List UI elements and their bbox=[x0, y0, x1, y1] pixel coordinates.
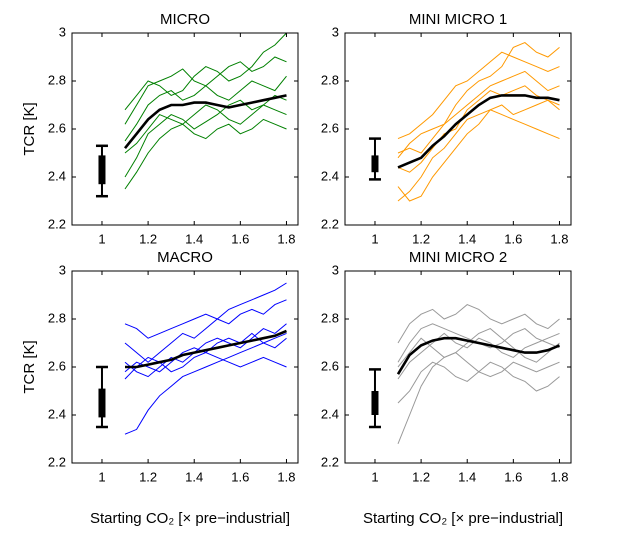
error-box bbox=[371, 155, 379, 173]
mean-line bbox=[123, 94, 287, 150]
y-tick-label: 2.4 bbox=[321, 168, 339, 183]
y-tick-label: 2.8 bbox=[321, 310, 339, 325]
x-tick-label: 1.4 bbox=[185, 231, 203, 246]
mean-line bbox=[397, 94, 560, 169]
y-tick-label: 2.2 bbox=[321, 454, 339, 469]
ensemble-line bbox=[397, 361, 560, 404]
ensemble-line bbox=[124, 32, 287, 111]
x-tick-label: 1.4 bbox=[458, 469, 476, 484]
chart-title: MICRO bbox=[160, 11, 210, 28]
ensemble-line bbox=[124, 94, 287, 178]
x-tick-label: 1.8 bbox=[277, 469, 295, 484]
x-tick-label: 1.2 bbox=[412, 231, 430, 246]
chart-title: MACRO bbox=[157, 249, 213, 266]
y-tick-label: 2.2 bbox=[48, 216, 66, 231]
panel: 1 1.2 1.4 1.6 1.8 2.2 2.4 2.6 2.8 3 MINI MICRO 2 St… bbox=[321, 249, 572, 527]
x-tick-label: 1.2 bbox=[139, 469, 157, 484]
y-tick-label: 2.6 bbox=[48, 358, 66, 373]
ensemble-line bbox=[124, 118, 287, 190]
plot-area bbox=[72, 33, 298, 225]
y-axis-label: TCR [K] bbox=[21, 340, 38, 393]
y-tick-label: 2.8 bbox=[48, 72, 66, 87]
x-tick-label: 1 bbox=[98, 469, 105, 484]
x-axis-label: Starting CO₂ [× pre−industrial] bbox=[363, 510, 563, 527]
x-tick-label: 1.2 bbox=[412, 469, 430, 484]
ensemble-line bbox=[124, 299, 287, 363]
y-axis-label: TCR [K] bbox=[21, 102, 38, 155]
y-tick-label: 3 bbox=[332, 24, 339, 39]
ensemble-line bbox=[397, 99, 560, 202]
x-tick-label: 1.6 bbox=[231, 231, 249, 246]
y-tick-label: 2.4 bbox=[48, 406, 66, 421]
y-tick-label: 2.6 bbox=[321, 120, 339, 135]
chart-title: MINI MICRO 2 bbox=[409, 249, 507, 266]
y-tick-label: 2.8 bbox=[321, 72, 339, 87]
mean-line bbox=[396, 336, 560, 375]
y-tick-label: 3 bbox=[332, 262, 339, 277]
y-tick-label: 2.2 bbox=[48, 454, 66, 469]
chart-title: MINI MICRO 1 bbox=[409, 11, 507, 28]
panel: 1 1.2 1.4 1.6 1.8 2.2 2.4 2.6 2.8 3 MACRO TCR [K] St… bbox=[21, 249, 299, 527]
x-tick-label: 1 bbox=[371, 231, 378, 246]
y-tick-label: 2.4 bbox=[48, 168, 66, 183]
y-tick-label: 3 bbox=[59, 262, 66, 277]
y-tick-label: 2.4 bbox=[321, 406, 339, 421]
ensemble-line bbox=[397, 85, 560, 173]
ensemble-line bbox=[397, 70, 560, 154]
ensemble-line bbox=[397, 328, 560, 368]
x-tick-label: 1.6 bbox=[231, 469, 249, 484]
x-tick-label: 1.8 bbox=[550, 469, 568, 484]
ensemble-line bbox=[124, 323, 287, 378]
y-tick-label: 2.6 bbox=[321, 358, 339, 373]
ensemble-line bbox=[397, 109, 560, 202]
mean-line bbox=[125, 329, 287, 369]
ensemble-line bbox=[397, 42, 560, 159]
error-box bbox=[98, 155, 106, 185]
error-box bbox=[98, 388, 106, 418]
x-axis-label: Starting CO₂ [× pre−industrial] bbox=[90, 510, 290, 527]
error-box bbox=[371, 391, 379, 415]
x-tick-label: 1 bbox=[371, 469, 378, 484]
plot-area bbox=[345, 271, 571, 463]
x-tick-label: 1.4 bbox=[185, 469, 203, 484]
y-tick-label: 2.8 bbox=[48, 310, 66, 325]
plot-area bbox=[72, 271, 298, 463]
panel: 1 1.2 1.4 1.6 1.8 2.2 2.4 2.6 2.8 3 MINI MICRO 1 bbox=[321, 11, 572, 246]
x-tick-label: 1.6 bbox=[504, 469, 522, 484]
x-tick-label: 1.4 bbox=[458, 231, 476, 246]
x-tick-label: 1.2 bbox=[139, 231, 157, 246]
ensemble-line bbox=[124, 332, 287, 435]
x-tick-label: 1.8 bbox=[277, 231, 295, 246]
ensemble-line bbox=[397, 51, 560, 140]
x-tick-label: 1.8 bbox=[550, 231, 568, 246]
y-tick-label: 3 bbox=[59, 24, 66, 39]
panel: 1 1.2 1.4 1.6 1.8 2.2 2.4 2.6 2.8 3 MICRO TCR [K] bbox=[21, 11, 299, 246]
ensemble-line bbox=[124, 282, 287, 339]
ensemble-line bbox=[124, 104, 287, 154]
x-tick-label: 1 bbox=[98, 231, 105, 246]
x-tick-label: 1.6 bbox=[504, 231, 522, 246]
ensemble-line bbox=[397, 304, 560, 344]
ensemble-line bbox=[124, 75, 287, 142]
ensemble-line bbox=[397, 332, 560, 380]
y-tick-label: 2.2 bbox=[321, 216, 339, 231]
y-tick-label: 2.6 bbox=[48, 120, 66, 135]
